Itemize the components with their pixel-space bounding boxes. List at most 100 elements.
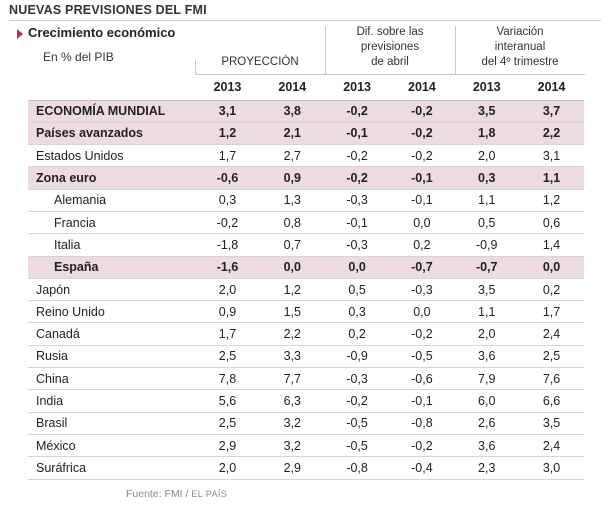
value-cell: 0,2	[389, 233, 455, 257]
unit-label: En % del PIB	[43, 50, 114, 64]
row-label: España	[28, 256, 196, 279]
row-label: Estados Unidos	[28, 144, 196, 168]
column-separator	[325, 26, 326, 74]
group-header-variacion-line: interanual	[494, 41, 546, 53]
value-cell: -0,2	[195, 211, 260, 235]
row-label: Suráfrica	[28, 456, 196, 480]
group-header-dif-line: previsiones	[360, 41, 420, 53]
source-label: Fuente: FMI /	[126, 488, 192, 500]
group-header-dif: Dif. sobre las previsiones de abril	[325, 25, 455, 70]
chart-title: NUEVAS PREVISIONES DEL FMI	[9, 3, 207, 17]
value-cell: 1,2	[195, 122, 260, 146]
value-cell: -0,5	[324, 434, 390, 458]
value-cell: 3,5	[519, 412, 584, 435]
value-cell: -0,2	[389, 122, 455, 146]
row-label: Francia	[28, 211, 196, 235]
value-cell: -0,2	[324, 144, 390, 168]
table-row: España -1,6 0,0 0,0 -0,7 -0,7 0,0	[28, 256, 584, 279]
value-cell: 1,1	[519, 166, 584, 190]
row-label: ECONOMÍA MUNDIAL	[28, 100, 196, 123]
value-cell: 2,0	[195, 278, 260, 302]
value-cell: 2,4	[519, 322, 584, 346]
value-cell: -0,2	[324, 100, 390, 123]
value-cell: -0,9	[324, 345, 390, 369]
value-cell: 0,2	[519, 278, 584, 302]
value-cell: 2,0	[195, 456, 260, 480]
growth-table: 2013 2014 2013 2014 2013 2014 ECONOMÍA M…	[28, 74, 584, 480]
value-cell: -0,1	[389, 389, 455, 413]
value-cell: -0,3	[389, 278, 455, 302]
row-label: Alemania	[28, 189, 196, 212]
value-cell: 2,9	[195, 434, 260, 458]
table-row: Zona euro -0,6 0,9 -0,2 -0,1 0,3 1,1	[28, 166, 584, 190]
value-cell: 3,1	[195, 100, 260, 123]
value-cell: 0,5	[454, 211, 520, 235]
year-header-cell: 2014	[389, 74, 455, 101]
group-header-dif-line: de abril	[371, 56, 409, 68]
value-cell: -0,7	[389, 256, 455, 279]
value-cell: 7,6	[519, 367, 584, 391]
value-cell: 0,0	[389, 211, 455, 235]
year-header-cell: 2013	[324, 74, 390, 101]
row-label: Rusia	[28, 345, 196, 369]
group-header-dif-line: Dif. sobre las	[356, 26, 424, 38]
value-cell: 3,5	[454, 278, 520, 302]
table-row: Japón 2,0 1,2 0,5 -0,3 3,5 0,2	[28, 278, 584, 302]
value-cell: 3,8	[259, 100, 325, 123]
value-cell: -0,8	[324, 456, 390, 480]
value-cell: -0,1	[389, 166, 455, 190]
column-separator	[455, 26, 456, 74]
triangle-bullet-icon	[17, 29, 23, 39]
value-cell: 0,9	[195, 300, 260, 324]
table-row: Estados Unidos 1,7 2,7 -0,2 -0,2 2,0 3,1	[28, 144, 584, 168]
value-cell: 1,2	[519, 189, 584, 212]
title-divider	[9, 20, 601, 21]
value-cell: 2,9	[259, 456, 325, 480]
value-cell: -0,7	[454, 256, 520, 279]
value-cell: -0,2	[324, 166, 390, 190]
value-cell: 3,0	[519, 456, 584, 480]
value-cell: 3,5	[454, 100, 520, 123]
table-row: Suráfrica 2,0 2,9 -0,8 -0,4 2,3 3,0	[28, 456, 584, 480]
value-cell: 2,2	[519, 122, 584, 146]
value-cell: 1,1	[454, 300, 520, 324]
value-cell: 1,5	[259, 300, 325, 324]
value-cell: 1,7	[195, 144, 260, 168]
value-cell: 0,6	[519, 211, 584, 235]
table-row: Italia -1,8 0,7 -0,3 0,2 -0,9 1,4	[28, 233, 584, 257]
group-header-variacion: Variación interanual del 4º trimestre	[455, 25, 585, 70]
value-cell: 5,6	[195, 389, 260, 413]
year-header-row: 2013 2014 2013 2014 2013 2014	[28, 74, 584, 101]
value-cell: 2,0	[454, 144, 520, 168]
value-cell: -0,1	[324, 122, 390, 146]
value-cell: 3,3	[259, 345, 325, 369]
row-label: India	[28, 389, 196, 413]
value-cell: 3,2	[259, 412, 325, 435]
row-label: México	[28, 434, 196, 458]
row-label: Brasil	[28, 412, 196, 435]
value-cell: -0,4	[389, 456, 455, 480]
value-cell: 0,9	[259, 166, 325, 190]
value-cell: 1,8	[454, 122, 520, 146]
value-cell: 6,0	[454, 389, 520, 413]
value-cell: -0,6	[389, 367, 455, 391]
value-cell: 1,2	[259, 278, 325, 302]
value-cell: 2,6	[454, 412, 520, 435]
value-cell: 2,2	[259, 322, 325, 346]
value-cell: 1,7	[195, 322, 260, 346]
row-label: Países avanzados	[28, 122, 196, 146]
table-row: China 7,8 7,7 -0,3 -0,6 7,9 7,6	[28, 367, 584, 391]
value-cell: 0,0	[324, 256, 390, 279]
value-cell: -0,1	[389, 189, 455, 212]
year-header-cell: 2013	[454, 74, 520, 101]
value-cell: 1,4	[519, 233, 584, 257]
value-cell: -0,5	[324, 412, 390, 435]
value-cell: 7,9	[454, 367, 520, 391]
value-cell: -0,2	[324, 389, 390, 413]
value-cell: 0,0	[259, 256, 325, 279]
value-cell: -0,3	[324, 367, 390, 391]
group-header-proyeccion: PROYECCIÓN	[221, 56, 299, 68]
value-cell: 0,8	[259, 211, 325, 235]
value-cell: 2,4	[519, 434, 584, 458]
row-label: Italia	[28, 233, 196, 257]
